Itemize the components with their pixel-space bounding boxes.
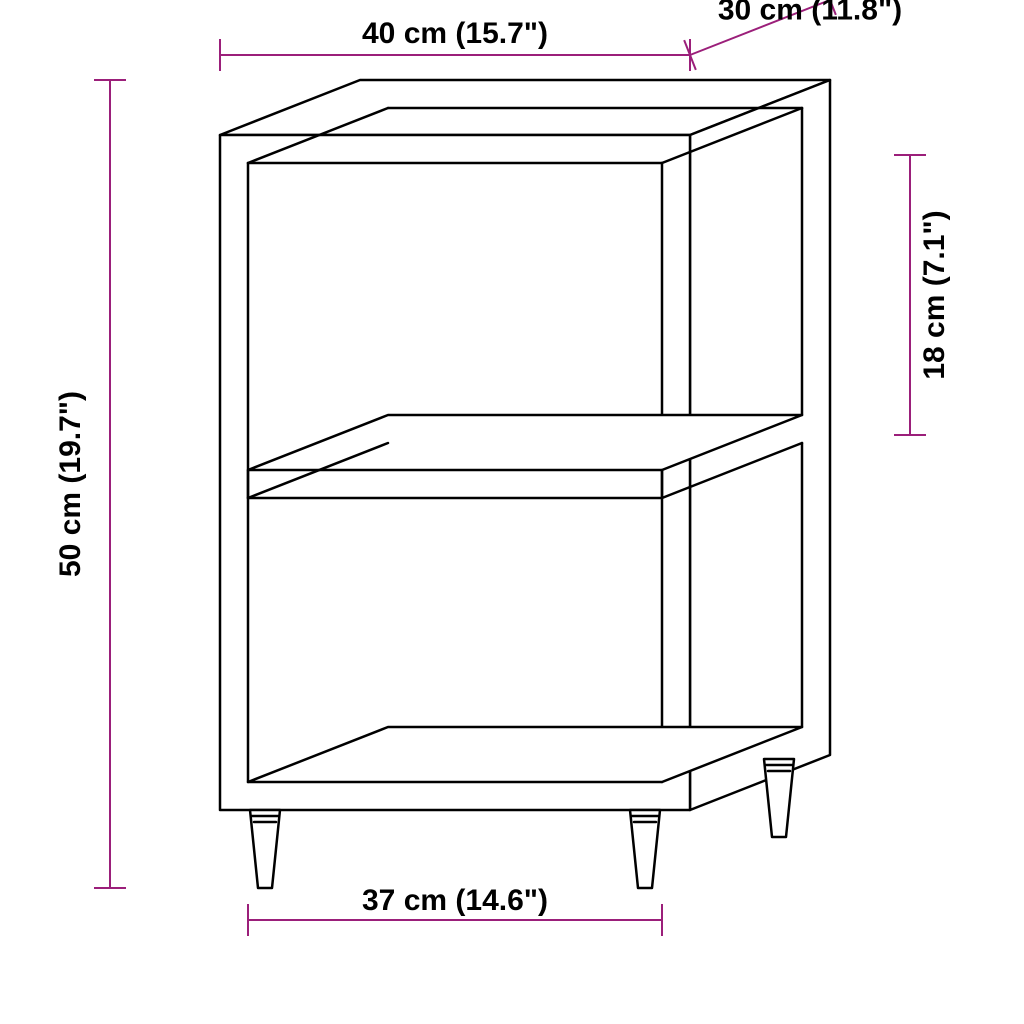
dim-label-height: 50 cm (19.7") [54,391,87,577]
dim-label-depth: 30 cm (11.8") [718,0,902,27]
dim-label-shelf: 18 cm (7.1") [918,210,951,379]
dim-label-inner: 37 cm (14.6") [362,884,548,917]
dim-label-width: 40 cm (15.7") [362,17,548,50]
